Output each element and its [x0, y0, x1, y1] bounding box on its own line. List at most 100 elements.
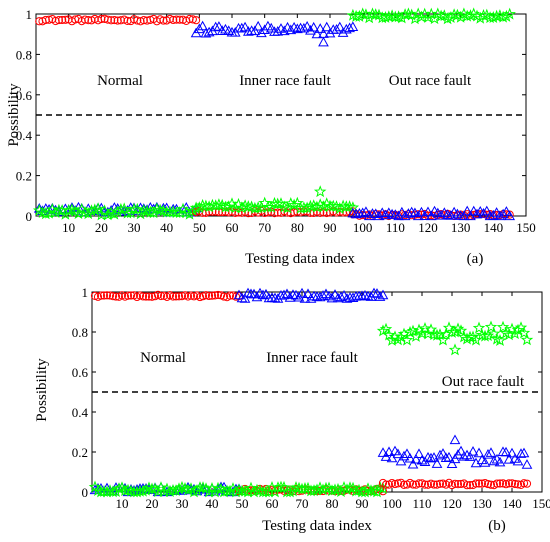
- region-label: Normal: [97, 73, 143, 89]
- triangle-marker: [344, 22, 355, 33]
- star-marker: [400, 333, 414, 346]
- triangle-marker: [461, 205, 473, 216]
- circle-marker: [191, 207, 201, 217]
- triangle-marker: [473, 447, 485, 458]
- triangle-marker: [440, 452, 452, 463]
- star-marker: [394, 330, 408, 343]
- star-marker: [454, 10, 467, 23]
- x-tick-label: 80: [291, 220, 304, 235]
- circle-marker: [492, 479, 502, 488]
- circle-marker: [219, 292, 229, 301]
- circle-marker: [462, 481, 472, 490]
- circle-marker: [107, 16, 116, 25]
- circle-marker: [474, 479, 484, 488]
- circle-marker: [172, 15, 181, 24]
- triangle-marker: [287, 289, 299, 299]
- circle-marker: [105, 291, 115, 300]
- triangle-marker: [257, 289, 269, 300]
- triangle-marker: [200, 27, 212, 38]
- x-tick-label: 110: [386, 220, 405, 235]
- star-marker: [222, 200, 236, 213]
- region-label: Inner race fault: [239, 73, 331, 89]
- x-tick-label: 130: [451, 220, 471, 235]
- star-marker: [496, 320, 510, 333]
- triangle-marker: [479, 457, 491, 467]
- triangle-marker: [491, 207, 502, 217]
- y-axis-label: Possibility: [6, 83, 22, 147]
- star-marker: [505, 322, 519, 335]
- x-axis-label: Testing data index: [262, 518, 372, 534]
- triangle-marker: [504, 210, 516, 221]
- triangle-marker: [503, 454, 515, 464]
- circle-marker: [44, 15, 54, 24]
- triangle-marker: [331, 24, 342, 34]
- circle-marker: [213, 290, 223, 300]
- triangle-marker: [497, 208, 509, 219]
- y-tick-label: 0.2: [72, 445, 88, 460]
- circle-marker: [429, 480, 439, 489]
- panel-tag: (b): [488, 518, 506, 534]
- triangle-marker: [252, 20, 264, 31]
- circle-marker: [453, 480, 463, 489]
- triangle-marker: [467, 446, 479, 456]
- star-marker: [223, 484, 237, 497]
- triangle-marker: [242, 26, 254, 36]
- triangle-marker: [380, 209, 391, 220]
- triangle-marker: [515, 448, 527, 458]
- circle-marker: [136, 17, 145, 26]
- triangle-marker: [239, 21, 251, 32]
- triangle-marker: [210, 21, 222, 32]
- circle-marker: [450, 479, 460, 488]
- star-marker: [277, 480, 291, 493]
- triangle-marker: [406, 206, 418, 217]
- star-marker: [477, 8, 490, 21]
- star-marker: [428, 12, 441, 25]
- star-marker: [114, 202, 128, 215]
- triangle-marker: [377, 289, 389, 300]
- star-marker: [418, 321, 432, 334]
- x-tick-label: 50: [236, 496, 249, 511]
- x-tick-label: 100: [382, 496, 402, 511]
- x-tick-label: 90: [324, 220, 337, 235]
- star-marker: [130, 202, 144, 215]
- triangle-marker: [296, 287, 308, 298]
- star-marker: [382, 328, 396, 341]
- circle-marker: [58, 15, 67, 25]
- x-tick-label: 10: [62, 220, 75, 235]
- triangle-marker: [298, 22, 310, 33]
- circle-marker: [471, 479, 481, 488]
- star-marker: [448, 343, 462, 356]
- star-marker: [472, 321, 486, 334]
- x-tick-label: 80: [326, 496, 339, 511]
- x-tick-label: 60: [226, 220, 239, 235]
- circle-marker: [171, 292, 181, 301]
- star-marker: [454, 324, 468, 337]
- star-marker: [366, 7, 379, 20]
- triangle-marker: [340, 23, 352, 34]
- circle-marker: [84, 16, 93, 25]
- circle-marker: [80, 15, 90, 24]
- circle-marker: [420, 480, 430, 489]
- triangle-marker: [435, 209, 447, 220]
- circle-marker: [408, 480, 418, 489]
- x-tick-label: 50: [193, 220, 206, 235]
- circle-marker: [177, 291, 187, 301]
- circle-marker: [147, 292, 157, 301]
- triangle-marker: [481, 205, 493, 216]
- triangle-marker: [512, 455, 524, 466]
- circle-marker: [316, 208, 325, 217]
- star-marker: [484, 320, 498, 333]
- circle-marker: [54, 15, 63, 25]
- triangle-marker: [413, 448, 425, 459]
- triangle-marker: [404, 452, 416, 463]
- star-marker: [317, 200, 330, 213]
- star-marker: [376, 481, 390, 494]
- triangle-marker: [321, 21, 333, 32]
- triangle-marker: [363, 210, 375, 221]
- circle-marker: [225, 291, 235, 300]
- x-tick-label: 150: [516, 220, 536, 235]
- star-marker: [343, 200, 356, 213]
- triangle-marker: [236, 292, 248, 303]
- triangle-marker: [518, 447, 530, 458]
